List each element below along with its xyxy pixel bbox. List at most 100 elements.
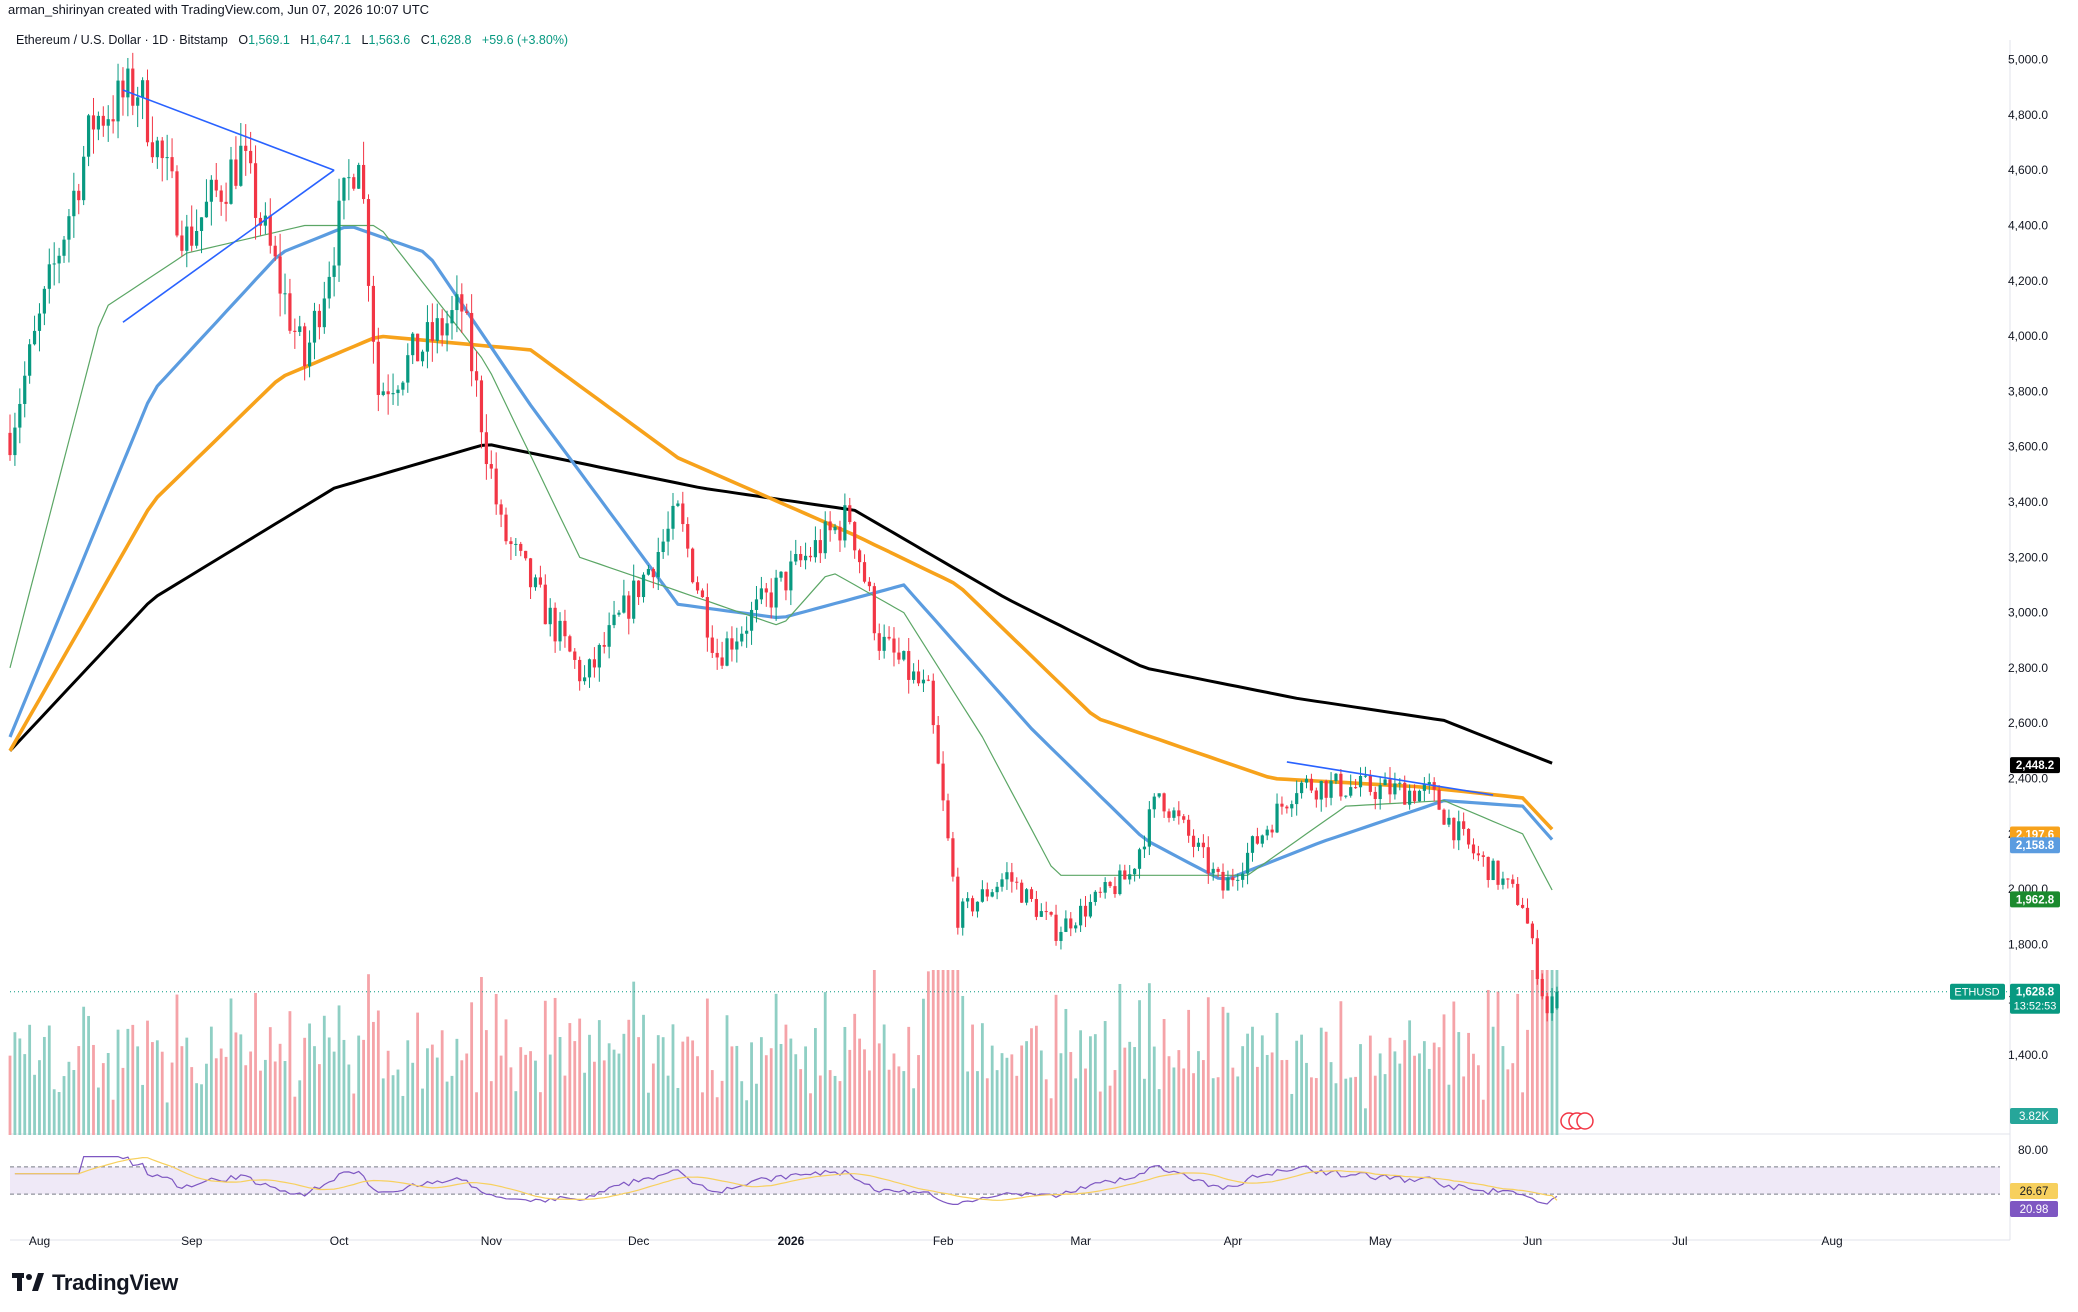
candle-body[interactable]: [808, 555, 813, 558]
candle-body[interactable]: [1044, 911, 1048, 913]
candle-body[interactable]: [376, 341, 380, 395]
candle-body[interactable]: [391, 393, 395, 395]
candle-body[interactable]: [1388, 779, 1392, 795]
candle-body[interactable]: [258, 217, 263, 226]
candle-body[interactable]: [1211, 868, 1215, 874]
candle-body[interactable]: [1535, 938, 1539, 979]
candle-body[interactable]: [1354, 787, 1358, 789]
candle-body[interactable]: [1314, 790, 1318, 800]
candle-body[interactable]: [582, 677, 587, 682]
candle-body[interactable]: [533, 577, 538, 588]
candle-body[interactable]: [1245, 852, 1250, 874]
candle-body[interactable]: [1555, 991, 1559, 1009]
candle-body[interactable]: [980, 889, 984, 902]
candle-body[interactable]: [1157, 793, 1161, 797]
candle-body[interactable]: [1074, 925, 1078, 929]
candle-body[interactable]: [371, 285, 376, 342]
candle-body[interactable]: [1206, 847, 1210, 874]
candle-body[interactable]: [489, 464, 493, 469]
candle-body[interactable]: [1511, 879, 1515, 884]
candle-body[interactable]: [1295, 793, 1299, 805]
candle-body[interactable]: [131, 68, 135, 106]
candle-body[interactable]: [538, 577, 542, 585]
candle-body[interactable]: [1525, 907, 1530, 924]
candle-body[interactable]: [1349, 787, 1353, 796]
candle-body[interactable]: [1373, 791, 1377, 800]
candle-body[interactable]: [278, 256, 282, 294]
candle-body[interactable]: [283, 293, 287, 295]
candle-body[interactable]: [1412, 790, 1417, 802]
candle-body[interactable]: [990, 892, 994, 897]
candle-body[interactable]: [18, 403, 22, 428]
candle-body[interactable]: [995, 886, 999, 893]
candle-body[interactable]: [700, 590, 705, 598]
candle-body[interactable]: [1108, 882, 1112, 887]
candle-body[interactable]: [740, 633, 744, 642]
candle-body[interactable]: [627, 595, 631, 619]
candle-body[interactable]: [327, 276, 331, 299]
candle-body[interactable]: [332, 265, 336, 277]
candle-body[interactable]: [268, 215, 272, 246]
candle-body[interactable]: [1118, 870, 1122, 895]
candle-body[interactable]: [312, 310, 317, 343]
candle-body[interactable]: [637, 580, 641, 598]
candle-body[interactable]: [77, 190, 81, 201]
candle-body[interactable]: [676, 503, 680, 506]
candle-body[interactable]: [1501, 878, 1505, 885]
candle-body[interactable]: [23, 375, 27, 404]
candle-body[interactable]: [528, 558, 533, 588]
candle-body[interactable]: [966, 898, 970, 902]
candle-body[interactable]: [848, 505, 852, 523]
trendlines[interactable]: [122, 89, 1494, 796]
candle-body[interactable]: [1545, 996, 1549, 1014]
candle-body[interactable]: [970, 898, 975, 912]
candle-body[interactable]: [1128, 874, 1132, 880]
candle-body[interactable]: [710, 637, 714, 653]
candle-body[interactable]: [165, 157, 169, 159]
candle-body[interactable]: [1196, 842, 1201, 847]
candle-body[interactable]: [1182, 816, 1186, 820]
candle-body[interactable]: [342, 177, 346, 201]
candle-body[interactable]: [1466, 828, 1471, 845]
candle-body[interactable]: [617, 612, 621, 615]
candle-body[interactable]: [543, 584, 547, 625]
candle-body[interactable]: [794, 553, 798, 562]
candle-body[interactable]: [244, 145, 248, 151]
candlesticks[interactable]: [8, 52, 1559, 1022]
candle-body[interactable]: [646, 568, 651, 575]
candle-body[interactable]: [1408, 790, 1412, 805]
candle-body[interactable]: [686, 524, 690, 549]
candle-body[interactable]: [357, 164, 361, 189]
candle-body[interactable]: [632, 580, 636, 619]
candle-body[interactable]: [273, 245, 277, 257]
candle-body[interactable]: [185, 226, 189, 251]
candle-body[interactable]: [204, 201, 209, 218]
candle-body[interactable]: [661, 541, 665, 553]
candle-body[interactable]: [322, 298, 326, 328]
candle-body[interactable]: [307, 342, 312, 367]
candle-body[interactable]: [774, 577, 778, 608]
candle-body[interactable]: [337, 200, 341, 266]
candle-body[interactable]: [1265, 829, 1269, 836]
candle-body[interactable]: [730, 638, 734, 650]
candle-body[interactable]: [1024, 889, 1029, 903]
candle-body[interactable]: [62, 239, 66, 256]
candle-body[interactable]: [239, 145, 243, 186]
candle-body[interactable]: [420, 351, 425, 362]
candle-body[interactable]: [1496, 860, 1500, 885]
candle-body[interactable]: [1383, 779, 1387, 786]
candle-body[interactable]: [140, 80, 145, 98]
candle-body[interactable]: [1358, 776, 1363, 788]
candle-body[interactable]: [1123, 870, 1127, 880]
candle-body[interactable]: [715, 652, 719, 658]
candle-body[interactable]: [961, 901, 965, 928]
candle-body[interactable]: [872, 586, 876, 634]
candle-body[interactable]: [1516, 883, 1520, 905]
candle-body[interactable]: [1506, 878, 1510, 880]
candle-body[interactable]: [1398, 782, 1402, 784]
candle-body[interactable]: [1083, 905, 1088, 917]
candle-body[interactable]: [568, 636, 572, 652]
candle-body[interactable]: [558, 620, 562, 642]
candle-body[interactable]: [1550, 996, 1554, 1014]
candle-body[interactable]: [1137, 849, 1142, 869]
